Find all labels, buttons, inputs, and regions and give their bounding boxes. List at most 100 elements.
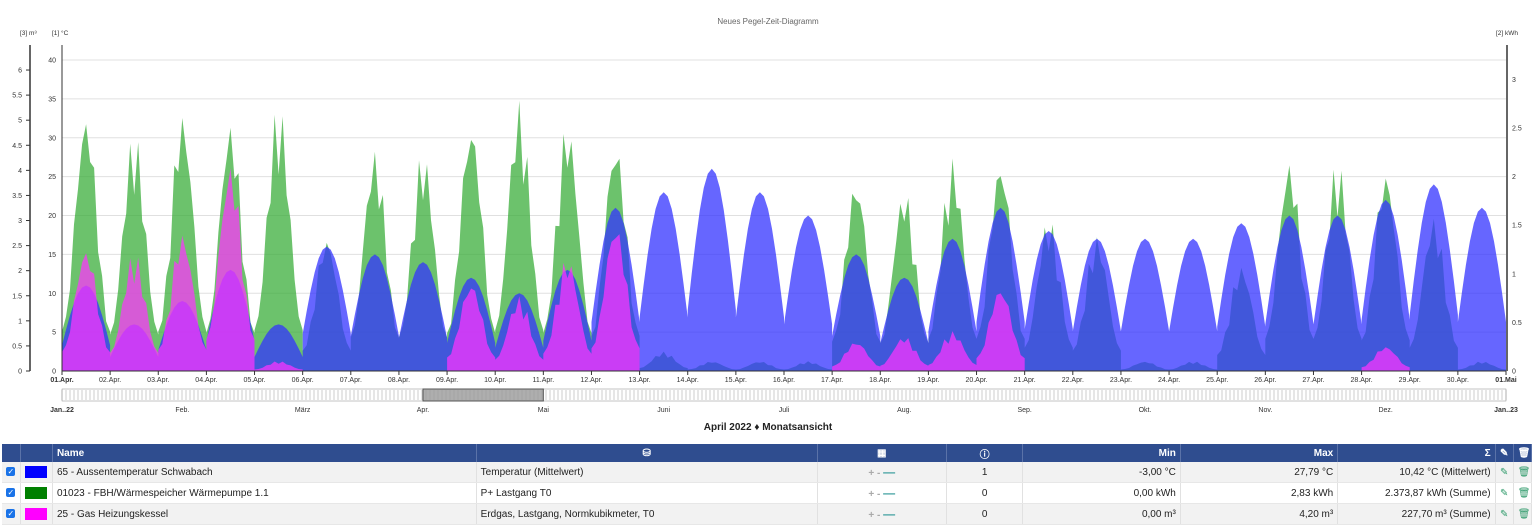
col-name[interactable]: Name: [52, 444, 477, 462]
delete-icon[interactable]: 🗑: [1517, 466, 1531, 478]
edit-icon[interactable]: ✎: [1499, 508, 1509, 520]
x-tick-label: 13.Apr.: [629, 377, 651, 384]
x-tick-label: 02.Apr.: [99, 377, 121, 384]
color-swatch[interactable]: [25, 487, 48, 499]
x-tick-label: 19.Apr.: [917, 377, 939, 384]
series-source: P+ Lastgang T0: [476, 482, 818, 504]
series-sum: 227,70 m³ (Summe): [1337, 503, 1496, 525]
y-tick-m3: 3: [18, 218, 22, 225]
x-tick-label: 27.Apr.: [1302, 377, 1324, 384]
navigator-label: Juni: [657, 407, 670, 414]
y-tick-m3: 1.5: [12, 293, 22, 300]
y-tick-kwh: 0.5: [1512, 320, 1522, 327]
col-max[interactable]: Max: [1180, 444, 1339, 462]
y-tick-celsius: 15: [48, 252, 56, 259]
plus-minus-control[interactable]: + - —: [868, 507, 896, 521]
visibility-checkbox[interactable]: ✓: [6, 467, 16, 477]
level-time-chart[interactable]: Neues Pegel-Zeit-Diagramm [3] m³ [1] °C …: [0, 0, 1536, 420]
navigator-label: Jan..23: [1494, 407, 1518, 414]
x-tick-label: 14.Apr.: [677, 377, 699, 384]
chart-area[interactable]: Neues Pegel-Zeit-Diagramm [3] m³ [1] °C …: [0, 0, 1536, 420]
x-tick-label: 22.Apr.: [1062, 377, 1084, 384]
series-min: -3,00 °C: [1022, 462, 1181, 483]
y-tick-celsius: 20: [48, 213, 56, 220]
plus-minus-control[interactable]: + - —: [868, 486, 896, 500]
delete-all-icon[interactable]: 🗑: [1513, 444, 1533, 462]
navigator-selection[interactable]: [422, 388, 544, 402]
x-tick-label: 04.Apr.: [195, 377, 217, 384]
x-tick-label: 20.Apr.: [965, 377, 987, 384]
kwh-axis-unit: [2] kWh: [1496, 30, 1518, 37]
series-max: 4,20 m³: [1180, 503, 1339, 525]
col-min[interactable]: Min: [1022, 444, 1181, 462]
m3-axis-unit: [3] m³: [20, 30, 37, 37]
col-sum[interactable]: Σ: [1337, 444, 1496, 462]
y-tick-celsius: 40: [48, 58, 56, 65]
delete-icon[interactable]: 🗑: [1517, 487, 1531, 499]
table-header: Name ⛁ ▦ ⓘ Min Max Σ ✎ 🗑: [2, 444, 1533, 462]
x-tick-label: 23.Apr.: [1110, 377, 1132, 384]
y-tick-celsius: 10: [48, 291, 56, 298]
y-tick-m3: 1: [18, 318, 22, 325]
navigator-label: Mai: [538, 407, 550, 414]
y-tick-kwh: 0: [1512, 369, 1516, 376]
series-info: 0: [946, 503, 1024, 525]
series-max: 2,83 kWh: [1180, 482, 1339, 504]
y-tick-m3: 3.5: [12, 193, 22, 200]
x-tick-label: 28.Apr.: [1351, 377, 1373, 384]
navigator-label: Dez.: [1378, 407, 1392, 414]
navigator-label: Aug.: [897, 407, 911, 414]
series-max: 27,79 °C: [1180, 462, 1339, 483]
x-tick-label: 11.Apr.: [532, 377, 554, 384]
x-tick-label: 12.Apr.: [580, 377, 602, 384]
edit-icon[interactable]: ✎: [1499, 466, 1509, 478]
table-row[interactable]: ✓ 25 - Gas Heizungskessel Erdgas, Lastgang…: [2, 503, 1533, 525]
series-name: 65 - Aussentemperatur Schwabach: [52, 462, 477, 483]
y-tick-m3: 0: [18, 369, 22, 376]
x-tick-label: 25.Apr.: [1206, 377, 1228, 384]
series-info: 0: [946, 482, 1024, 504]
time-navigator: Jan..22 Feb. März Apr. Mai Juni Juli Aug. Sep. Ok…: [50, 388, 1518, 414]
y-tick-m3: 2: [18, 268, 22, 275]
x-tick-label: 05.Apr.: [243, 377, 265, 384]
color-swatch[interactable]: [25, 466, 48, 478]
x-tick-label: 26.Apr.: [1254, 377, 1276, 384]
x-tick-label: 01.Mai: [1495, 377, 1516, 384]
y-tick-m3: 5: [18, 118, 22, 125]
x-tick-label: 30.Apr.: [1447, 377, 1469, 384]
navigator-label: Feb.: [175, 407, 189, 414]
visibility-checkbox[interactable]: ✓: [6, 488, 16, 498]
y-tick-m3: 5.5: [12, 93, 22, 100]
edit-icon[interactable]: ✎: [1499, 487, 1509, 499]
y-tick-kwh: 3: [1512, 77, 1516, 84]
navigator-label: Okt.: [1139, 407, 1152, 414]
navigator-label: Sep.: [1017, 407, 1031, 414]
x-tick-label: 08.Apr.: [388, 377, 410, 384]
navigator-label: Jan..22: [50, 407, 74, 414]
y-tick-celsius: 30: [48, 135, 56, 142]
x-tick-label: 18.Apr.: [869, 377, 891, 384]
x-tick-label: 10.Apr.: [484, 377, 506, 384]
navigator-track: [61, 388, 1507, 402]
x-tick-label: 07.Apr.: [340, 377, 362, 384]
x-tick-label: 16.Apr.: [773, 377, 795, 384]
color-swatch[interactable]: [25, 508, 48, 520]
series-layer: [62, 100, 1506, 372]
celsius-axis-unit: [1] °C: [52, 29, 69, 37]
x-tick-label: 17.Apr.: [821, 377, 843, 384]
x-tick-label: 24.Apr.: [1158, 377, 1180, 384]
y-tick-m3: 0.5: [12, 343, 22, 350]
y-tick-m3: 4.5: [12, 143, 22, 150]
series-source: Temperatur (Mittelwert): [476, 462, 818, 483]
y-tick-kwh: 2.5: [1512, 126, 1522, 133]
visibility-checkbox[interactable]: ✓: [6, 509, 16, 519]
delete-icon[interactable]: 🗑: [1517, 508, 1531, 520]
y-tick-kwh: 1.5: [1512, 223, 1522, 230]
table-row[interactable]: ✓ 65 - Aussentemperatur Schwabach Temperat…: [2, 462, 1533, 483]
plus-minus-control[interactable]: + - —: [868, 465, 896, 479]
info-icon: ⓘ: [946, 444, 1024, 462]
series-sum: 10,42 °C (Mittelwert): [1337, 462, 1496, 483]
table-row[interactable]: ✓ 01023 - FBH/Wärmespeicher Wärmepumpe 1.…: [2, 482, 1533, 504]
edit-all-icon[interactable]: ✎: [1495, 444, 1514, 462]
y-tick-celsius: 0: [52, 369, 56, 376]
